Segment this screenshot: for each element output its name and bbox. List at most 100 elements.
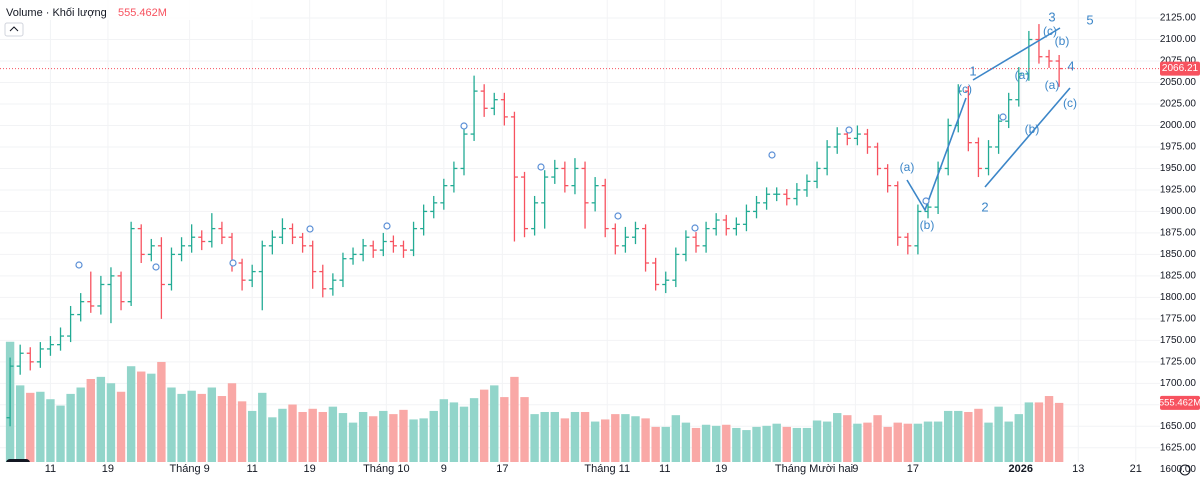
volume-bar	[298, 411, 307, 462]
event-marker	[999, 113, 1007, 121]
volume-bar	[369, 416, 378, 462]
wave-label: (a)	[1015, 68, 1030, 82]
volume-bar	[722, 424, 731, 462]
x-tick-label: 17	[496, 463, 508, 475]
time-axis	[0, 462, 1200, 500]
volume-bar	[691, 427, 701, 462]
volume-bar	[863, 422, 872, 462]
wave-label: (c)	[1043, 24, 1057, 38]
header-bg	[0, 0, 260, 20]
y-tick-label: 1700.00	[1160, 378, 1197, 389]
x-tick-label: 11	[659, 463, 670, 475]
last-price-label: 2066.21	[1162, 63, 1199, 74]
volume-bar	[409, 419, 418, 462]
volume-bar	[651, 426, 660, 462]
volume-bar	[762, 425, 771, 462]
volume-header-value: 555.462M	[118, 7, 167, 19]
volume-bar	[631, 416, 640, 462]
volume-bar	[26, 392, 35, 462]
collapse-button[interactable]	[4, 22, 24, 37]
y-tick-label: 1900.00	[1160, 206, 1197, 217]
y-tick-label: 1800.00	[1160, 292, 1197, 303]
event-marker	[75, 261, 83, 269]
volume-bar	[1024, 402, 1034, 462]
wave-label: 2	[981, 199, 988, 214]
volume-bar	[802, 427, 812, 462]
volume-bar	[490, 385, 499, 462]
volume-bar	[419, 418, 428, 462]
volume-bar	[278, 408, 287, 462]
x-tick-label: Tháng Mười hai	[775, 463, 853, 475]
volume-bar	[459, 406, 469, 462]
y-tick-label: 2075.00	[1160, 56, 1197, 67]
wave-label: (a)	[900, 160, 915, 174]
volume-bar	[742, 430, 751, 462]
volume-bar	[843, 415, 852, 462]
volume-bar	[46, 399, 55, 462]
volume-bar	[1044, 396, 1054, 462]
volume-bar	[772, 423, 781, 462]
y-tick-label: 2050.00	[1160, 77, 1197, 88]
volume-bar	[177, 393, 186, 462]
volume-bar	[833, 413, 842, 462]
volume-bar	[893, 422, 902, 462]
volume-bar	[1034, 402, 1044, 462]
x-tick-label: 9	[441, 463, 447, 475]
volume-bar	[913, 423, 923, 462]
volume-bar	[217, 396, 227, 462]
y-tick-label: 1825.00	[1160, 271, 1197, 282]
y-tick-label: 1600.00	[1160, 464, 1197, 475]
wave-label: 5	[1086, 12, 1093, 27]
volume-bar	[86, 378, 95, 462]
y-tick-label: 1725.00	[1160, 356, 1197, 367]
x-tick-label: 2026	[1009, 463, 1033, 475]
volume-bar	[167, 387, 176, 462]
volume-bar	[157, 361, 166, 462]
volume-bar	[752, 426, 761, 462]
volume-bar	[15, 385, 25, 462]
wave-label: 3	[1048, 9, 1055, 24]
volume-bar	[399, 409, 408, 462]
volume-bar	[288, 404, 297, 462]
price-axis-bg	[1160, 0, 1200, 462]
volume-bar	[984, 422, 993, 462]
x-tick-label: 9	[852, 463, 858, 475]
volume-bar	[701, 424, 711, 462]
volume-bar	[1054, 402, 1064, 462]
x-tick-label: 19	[304, 463, 316, 475]
volume-bar	[268, 417, 277, 462]
event-marker	[306, 225, 314, 233]
volume-bar	[964, 411, 973, 462]
volume-bar	[328, 406, 338, 462]
y-tick-label: 1650.00	[1160, 421, 1197, 432]
x-tick-label: 21	[1130, 463, 1142, 475]
volume-bar	[580, 411, 590, 462]
volume-header: Volume · Khối lượng	[6, 7, 107, 19]
y-tick-label: 1925.00	[1160, 185, 1197, 196]
volume-bar	[883, 426, 892, 462]
wave-label: (b)	[1055, 34, 1070, 48]
settings-button[interactable]	[1179, 464, 1191, 476]
volume-bar	[903, 423, 913, 462]
volume-pane	[5, 341, 1064, 462]
volume-bar	[237, 401, 247, 462]
volume-bar	[510, 376, 519, 462]
volume-bar	[994, 406, 1003, 462]
y-tick-label: 1625.00	[1160, 442, 1197, 453]
volume-bar	[732, 427, 741, 462]
volume-bar	[1004, 421, 1013, 462]
volume-bar	[247, 410, 257, 462]
volume-bar	[943, 410, 953, 462]
event-marker	[229, 259, 237, 267]
event-marker	[768, 151, 776, 159]
volume-bar	[873, 415, 882, 462]
volume-bar	[560, 418, 570, 462]
volume-bar	[954, 410, 963, 462]
volume-bar	[923, 421, 933, 462]
volume-bar	[792, 427, 802, 462]
markers	[75, 113, 1007, 271]
wave-label: (c)	[958, 82, 972, 96]
wave-lines	[906, 27, 1071, 212]
volume-bar	[479, 389, 489, 462]
volume-bar	[530, 414, 539, 462]
